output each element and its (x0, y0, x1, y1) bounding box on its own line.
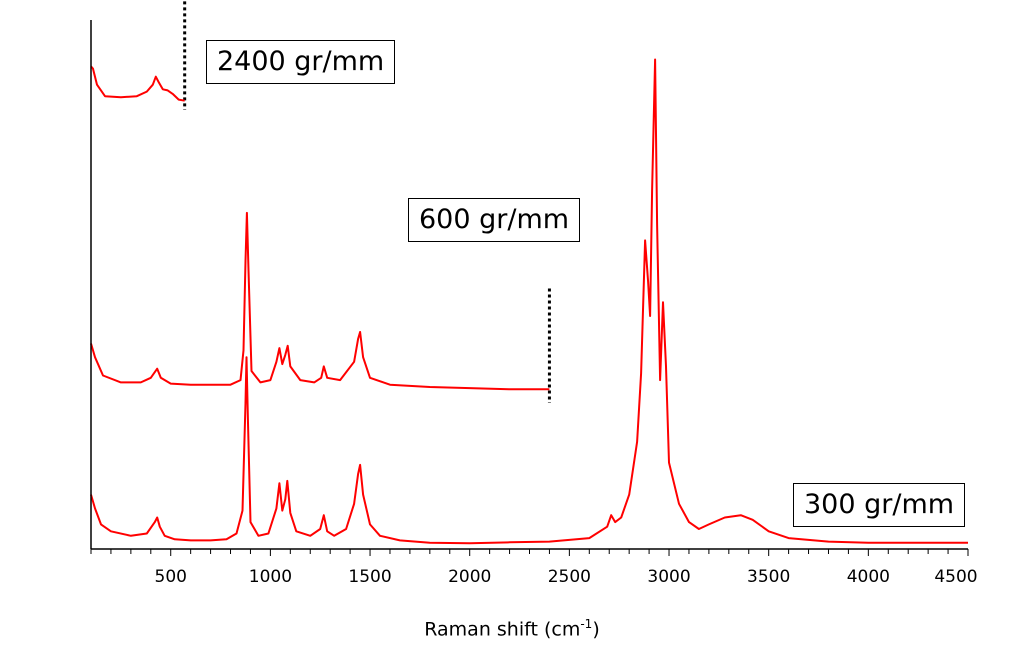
x-ticks: 500 1000 1500 2000 2500 3000 3500 4000 4500 (90, 549, 978, 587)
x-tick-label: 1000 (249, 567, 292, 587)
axes (90, 20, 968, 550)
x-tick-label: 2000 (448, 567, 491, 587)
x-axis-title: Raman shift (cm-1) (424, 617, 600, 641)
series-line-2400 (90, 65, 185, 102)
x-tick-label: 1500 (348, 567, 391, 587)
series-label-300: 300 gr/mm (793, 483, 966, 527)
x-tick-label: 3500 (747, 567, 790, 587)
spectrum-series (90, 58, 968, 545)
x-tick-label: 500 (155, 567, 187, 587)
series-line-600 (90, 211, 550, 391)
range-end-markers (183, 0, 551, 404)
series-line-300 (90, 58, 968, 545)
x-tick-label: 3000 (647, 567, 690, 587)
x-tick-label: 4000 (847, 567, 890, 587)
series-label-600: 600 gr/mm (408, 198, 581, 242)
series-label-2400: 2400 gr/mm (206, 40, 396, 84)
x-tick-label: 2500 (548, 567, 591, 587)
x-tick-label: 4500 (934, 567, 977, 587)
